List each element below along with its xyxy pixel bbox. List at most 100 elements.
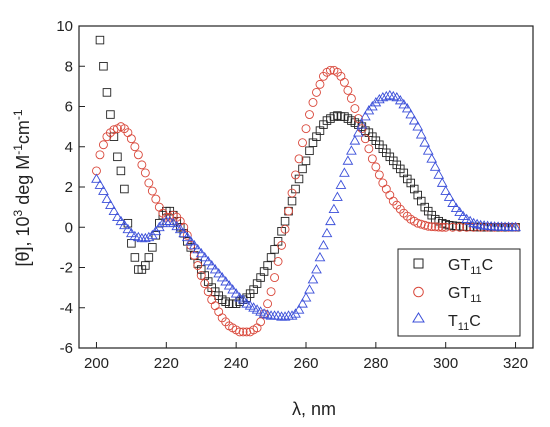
data-point [339,167,350,177]
data-point [132,231,144,242]
data-point [266,287,276,297]
data-point [297,298,308,308]
data-point [202,255,214,266]
data-point [360,134,370,144]
x-axis-label: λ, nm [292,399,336,419]
x-tick-label: 320 [503,355,528,372]
data-point [423,221,433,231]
data-point [256,317,266,327]
data-point [325,65,335,75]
data-point [140,168,150,178]
data-point [144,178,154,188]
data-point [356,119,368,129]
legend-triangle-marker [412,312,425,323]
data-point [436,177,448,187]
x-tick-label: 260 [293,355,318,372]
data-point [105,199,116,209]
legend-entry-t11c: T11C [412,312,481,333]
data-point [287,196,297,206]
data-point [126,134,136,144]
data-point [312,87,321,97]
data-point [429,161,441,171]
data-point [280,216,290,226]
data-point [346,93,356,103]
data-point [455,222,465,232]
legend-square-marker [413,258,424,269]
data-point [419,137,431,147]
data-point [167,217,179,228]
data-point [98,185,109,195]
data-point [151,194,161,204]
data-point [206,259,218,270]
data-point [510,221,521,232]
data-point [433,169,445,179]
legend-label-gt11: GT11 [448,285,482,305]
y-tick-label: -2 [60,260,73,277]
y-tick-label: 0 [65,219,73,236]
data-point [448,222,458,232]
data-point [305,146,314,156]
data-point [195,247,207,258]
data-point [273,257,283,266]
legend-entry-gt11: GT11 [413,285,482,305]
data-point [398,98,410,109]
data-point [94,179,106,189]
data-point [223,280,235,290]
data-point [192,243,204,254]
data-point [468,217,480,228]
data-point [263,299,273,309]
ticks-layer: 200 220 240 260 280 300 320 -6 -4 -2 0 2 4 6 8 10 [56,18,528,372]
data-point [277,240,287,250]
data-point [203,287,213,297]
data-point [381,184,391,194]
data-point [430,222,440,232]
data-point [298,138,307,148]
data-point [291,170,300,180]
data-point [401,103,413,113]
data-point [305,110,314,120]
data-point [99,62,108,71]
y-axis-label: [θ], 103 deg M-1cm-1 [11,109,33,266]
x-tick-label: 200 [84,355,109,372]
data-point [186,240,196,250]
data-point [126,227,137,238]
y-label-mid: deg M [13,155,33,210]
data-point [133,150,143,160]
data-point [181,231,193,242]
data-point [343,85,353,95]
data-point [101,193,113,203]
data-point [230,288,242,298]
data-point [122,223,134,234]
data-layer [91,35,521,337]
data-point [441,222,451,232]
data-point [427,222,437,232]
data-point [235,327,245,337]
data-point [412,121,424,131]
data-point [200,279,210,289]
data-point [384,89,396,100]
data-point [293,304,305,314]
x-tick-label: 300 [433,355,458,372]
data-point [353,127,364,137]
data-point [139,232,151,243]
legend: GT11C GT11 T11C [397,248,521,337]
data-point [213,268,225,278]
data-point [307,274,319,284]
data-point [262,309,273,319]
data-point [120,184,129,194]
data-point [220,276,232,286]
data-point [349,135,361,145]
data-point [378,178,388,188]
legend-label-t11c: T11C [448,313,481,333]
data-point [371,162,381,172]
data-point [143,231,155,242]
data-point [266,253,276,262]
data-point [434,222,444,232]
data-point [450,202,462,212]
data-point [443,191,455,201]
x-tick-label: 240 [224,355,249,372]
y-tick-label: -4 [60,300,73,317]
data-point [385,190,395,200]
data-point [408,115,420,125]
